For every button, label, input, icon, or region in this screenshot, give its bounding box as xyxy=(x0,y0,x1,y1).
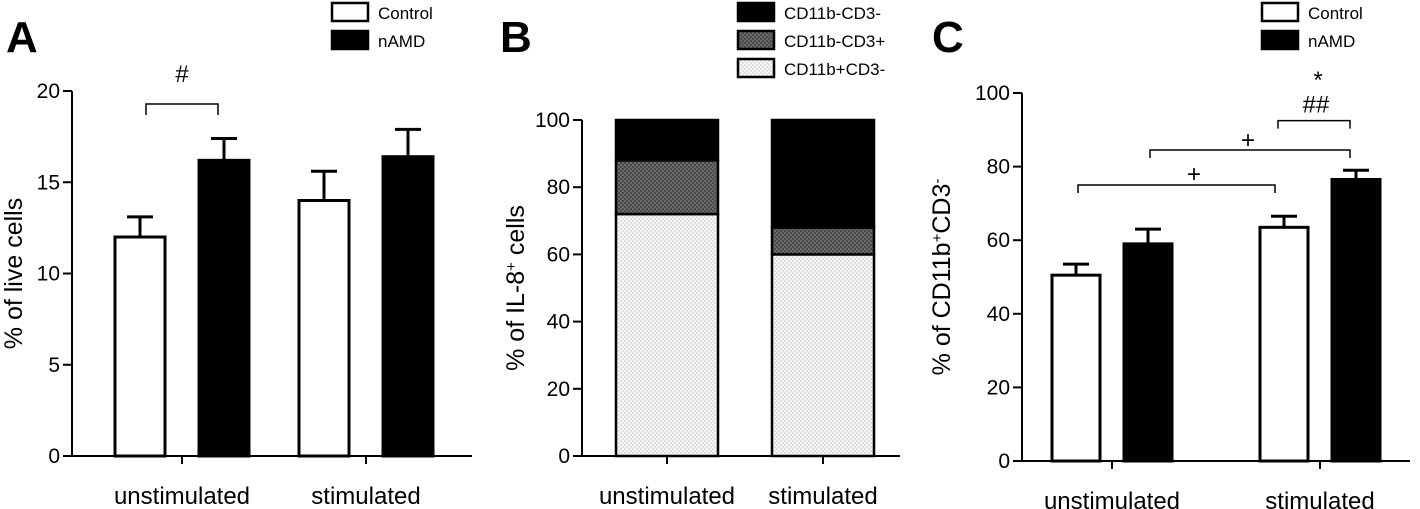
panel-c-y-tick-label: 0 xyxy=(998,450,1010,473)
panel-c-bar-stimulated-control xyxy=(1258,225,1310,463)
panel-c-y-axis-title-superscript: - xyxy=(929,179,946,184)
panel-b-segment-stimulated-cd11b-cd3 xyxy=(770,226,876,256)
panel-b-y-tick-label: 20 xyxy=(547,378,570,401)
panel-c-y-tick-label: 20 xyxy=(987,376,1010,399)
panel-b-legend-swatch-cd11b-cd3 xyxy=(736,57,776,79)
panel-c-y-axis-title: % of CD11b+CD3- xyxy=(928,179,956,376)
panel-c-bar-unstimulated-namd xyxy=(1122,242,1174,463)
panel-c-category-label-stimulated: stimulated xyxy=(1265,488,1374,509)
panel-c-legend-label-namd: nAMD xyxy=(1308,32,1355,51)
panel-c-y-axis-title-superscript: + xyxy=(929,233,946,242)
panel-c-legend-swatch-control xyxy=(1260,1,1300,23)
panel-c-significance-marker: + xyxy=(1241,127,1255,154)
panel-b-y-axis-title-superscript: + xyxy=(503,262,520,271)
panel-c-bar-unstimulated-control xyxy=(1050,273,1102,463)
panel-b-chart: 0 20 40 60 80 100 % of IL-8+ cells unstimulated… xyxy=(502,1,900,509)
panel-letter-b: B xyxy=(500,13,532,62)
panel-b-y-axis-title-part: cells xyxy=(502,205,530,262)
panel-a-significance-bracket xyxy=(145,103,219,115)
panel-a-bar-stimulated-namd xyxy=(381,155,435,458)
panel-letter-c: C xyxy=(932,13,964,62)
panel-a-bar-stimulated-control xyxy=(297,199,351,458)
panel-b-segment-unstimulated-cd11b-cd3 xyxy=(614,118,720,162)
panel-c-y-axis-title-part: % of CD11b xyxy=(928,242,956,375)
panel-b-legend-swatch-cd11b-cd3 xyxy=(736,1,776,23)
panel-b-y-axis-title-part: % of IL-8 xyxy=(502,271,530,371)
panel-a-bar-unstimulated-control xyxy=(113,235,167,458)
panel-b-legend-label-cd11b-cd3: CD11b+CD3- xyxy=(784,60,885,79)
panel-a-legend-swatch-control xyxy=(330,1,370,23)
panel-a-legend-swatch-namd xyxy=(330,29,370,51)
panel-c-bar-stimulated-namd xyxy=(1330,177,1382,463)
panel-b-category-label-stimulated: stimulated xyxy=(768,483,877,509)
panel-a-y-tick-label: 20 xyxy=(37,80,60,103)
panel-a-y-axis-title: % of live cells xyxy=(0,198,28,349)
panel-b-legend-swatch-cd11b-cd3 xyxy=(736,29,776,51)
panel-a-category-label-stimulated: stimulated xyxy=(311,483,420,509)
panel-letter-a: A xyxy=(6,13,38,62)
panel-a-significance-marker: # xyxy=(175,61,189,88)
panel-a-y-tick-label: 10 xyxy=(37,263,60,286)
panel-b-y-tick-label: 100 xyxy=(535,109,570,132)
panel-b-segment-unstimulated-cd11b-cd3 xyxy=(614,159,720,216)
panel-c-significance-marker: * xyxy=(1313,67,1322,94)
panel-a-chart: 0 5 10 15 20 % of live cells unstimulated stimu… xyxy=(0,1,472,509)
panel-b-legend-label-cd11b-cd3: CD11b-CD3+ xyxy=(784,32,885,51)
panel-c-legend-swatch-namd xyxy=(1260,29,1300,51)
panel-a-y-tick-label: 0 xyxy=(48,445,60,468)
panel-c-y-tick-label: 80 xyxy=(987,156,1010,179)
panel-b-y-tick-label: 80 xyxy=(547,176,570,199)
panel-a-legend-label-namd: nAMD xyxy=(378,32,425,51)
panel-c-significance-marker: + xyxy=(1187,161,1201,188)
panel-b-y-tick-label: 40 xyxy=(547,311,570,334)
panel-c-significance-bracket xyxy=(1077,184,1276,193)
panel-c-significance-bracket xyxy=(1149,149,1351,159)
panel-b-y-tick-label: 0 xyxy=(558,445,570,468)
panel-c-legend-label-control: Control xyxy=(1308,4,1363,23)
panel-c-y-axis-title-part: CD3 xyxy=(928,184,956,234)
panel-a-y-tick-label: 5 xyxy=(48,354,60,377)
panel-b-category-label-unstimulated: unstimulated xyxy=(599,483,735,509)
panel-c-y-tick-label: 60 xyxy=(987,229,1010,252)
panel-a-legend-label-control: Control xyxy=(378,4,433,23)
panel-a-category-label-unstimulated: unstimulated xyxy=(114,483,250,509)
panel-c-y-tick-label: 100 xyxy=(975,82,1010,105)
panel-b-segment-unstimulated-cd11b-cd3 xyxy=(614,212,720,458)
panel-b-segment-stimulated-cd11b-cd3 xyxy=(770,118,876,229)
panel-c-category-label-unstimulated: unstimulated xyxy=(1044,488,1180,509)
panel-b-y-axis-title: % of IL-8+ cells xyxy=(502,205,530,371)
panel-b-segment-stimulated-cd11b-cd3 xyxy=(770,253,876,458)
panel-a-bar-unstimulated-namd xyxy=(197,158,251,458)
panel-b-y-tick-label: 60 xyxy=(547,243,570,266)
panel-c-significance-bracket xyxy=(1277,119,1351,129)
panel-c-significance-marker: ## xyxy=(1303,92,1330,119)
panel-b-legend-label-cd11b-cd3: CD11b-CD3- xyxy=(784,4,881,23)
panel-c-y-tick-label: 40 xyxy=(987,303,1010,326)
panel-a-y-tick-label: 15 xyxy=(37,171,60,194)
